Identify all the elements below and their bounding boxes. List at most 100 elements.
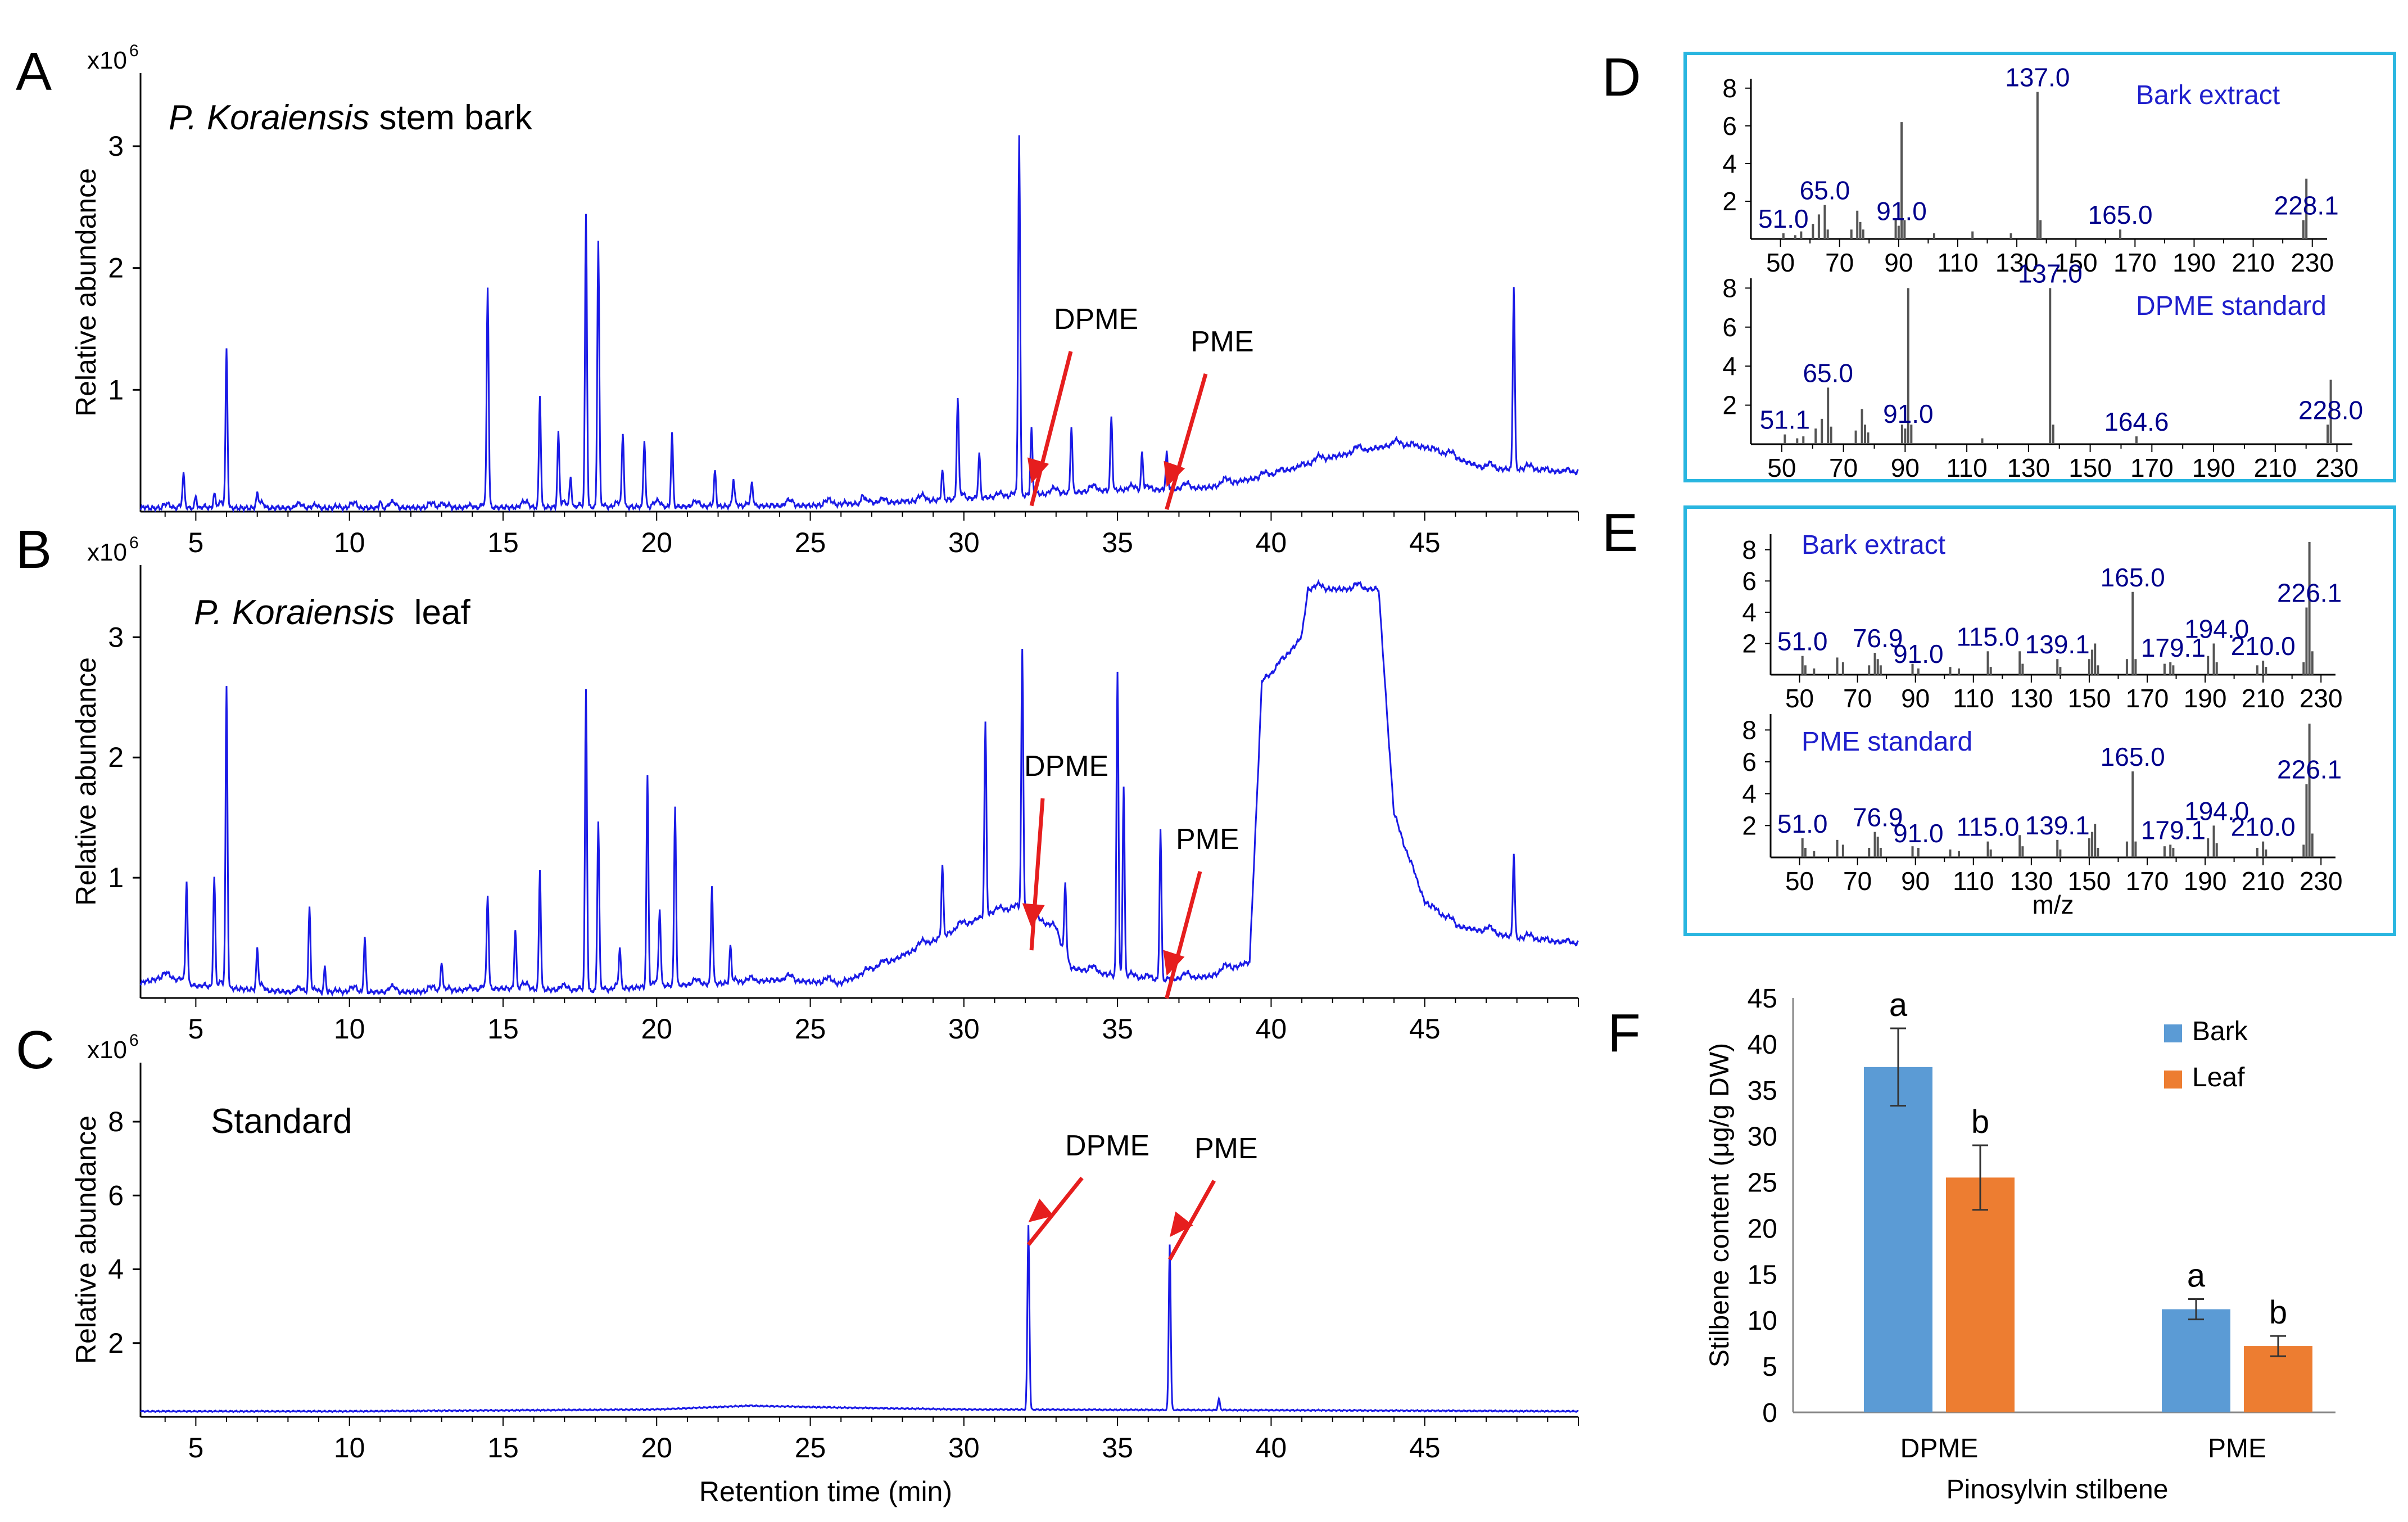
bar-y-tick-label: 30 xyxy=(1748,1122,1777,1152)
y-tick-label-a: 2 xyxy=(108,252,124,284)
ms-x-tick-label-e-1: 110 xyxy=(1953,684,1994,713)
y-axis-label-a: Relative abundance xyxy=(70,168,102,417)
ms-y-tick-label-e-1: 8 xyxy=(1742,535,1757,564)
x-tick-label-b: 40 xyxy=(1256,1013,1287,1045)
ms-x-axis-label-e: m/z xyxy=(2032,890,2074,919)
ms-x-tick-label-d-2: 130 xyxy=(2007,453,2050,482)
ms-x-tick-label-e-2: 110 xyxy=(1953,866,1994,896)
bar-y-tick-label: 20 xyxy=(1748,1214,1777,1244)
sample-label-b: P. Koraiensis leaf xyxy=(194,593,470,632)
legend-label-bark: Bark xyxy=(2192,1017,2248,1046)
x-tick-label-b: 5 xyxy=(188,1013,203,1045)
y-multiplier-exponent-b: 6 xyxy=(129,534,139,552)
x-tick-label-a: 40 xyxy=(1256,527,1287,558)
bar-y-tick-label: 45 xyxy=(1748,984,1777,1014)
ms-peak-label-d-1: 51.0 xyxy=(1758,204,1809,233)
ms-peak-label-d-2: 137.0 xyxy=(2018,259,2083,288)
ms-peak-label-e-1: 91.0 xyxy=(1893,639,1944,669)
spectrum-box-d xyxy=(1683,52,2396,482)
x-tick-label-c: 25 xyxy=(795,1432,826,1464)
arrow-head-c xyxy=(1028,1198,1054,1222)
bar-bark xyxy=(2162,1309,2230,1412)
ms-peak-label-e-1: 194.0 xyxy=(2184,614,2249,643)
y-tick-label-b: 2 xyxy=(108,742,124,773)
x-tick-label-b: 25 xyxy=(795,1013,826,1045)
ms-x-tick-label-e-1: 50 xyxy=(1785,684,1814,713)
x-tick-label-a: 10 xyxy=(334,527,365,558)
ms-x-tick-label-e-2: 70 xyxy=(1843,866,1872,896)
y-axis-label-b: Relative abundance xyxy=(70,657,102,906)
ms-x-tick-label-d-2: 110 xyxy=(1946,453,1987,482)
ms-y-tick-label-e-1: 2 xyxy=(1742,629,1757,658)
ms-x-tick-label-d-1: 170 xyxy=(2113,248,2157,277)
arrow-label-a: DPME xyxy=(1054,303,1138,336)
trace-line-b xyxy=(139,579,1579,997)
ms-peak-label-e-1: 76.9 xyxy=(1853,624,1903,653)
bar-leaf xyxy=(1946,1177,2015,1412)
y-tick-label-a: 1 xyxy=(108,374,124,405)
x-tick-label-b: 30 xyxy=(948,1013,980,1045)
x-tick-label-b: 45 xyxy=(1409,1013,1441,1045)
panel-label-c: C xyxy=(16,1020,55,1080)
ms-peak-label-e-1: 115.0 xyxy=(1957,622,2020,651)
x-tick-label-b: 20 xyxy=(641,1013,672,1045)
ms-title-d-1: Bark extract xyxy=(2136,80,2280,110)
x-tick-label-b: 15 xyxy=(487,1013,519,1045)
ms-x-tick-label-d-2: 150 xyxy=(2068,453,2112,482)
x-tick-label-c: 30 xyxy=(948,1432,980,1464)
ms-peak-label-e-2: 210.0 xyxy=(2231,812,2296,842)
ms-x-tick-label-d-2: 170 xyxy=(2130,453,2174,482)
ms-x-tick-label-e-1: 150 xyxy=(2068,684,2111,713)
ms-x-tick-label-e-2: 190 xyxy=(2184,866,2227,896)
ms-y-tick-label-d-1: 6 xyxy=(1722,111,1737,141)
ms-x-tick-label-d-2: 70 xyxy=(1829,453,1858,482)
x-tick-label-a: 45 xyxy=(1409,527,1441,558)
trace-line-c xyxy=(139,1225,1579,1413)
sample-name-a: stem bark xyxy=(369,98,532,137)
bar-chart-f: 0 5 10 15 20 25 30 35 40 45 Stilbene content (μg/g… xyxy=(1705,984,2335,1505)
ms-x-tick-label-d-1: 210 xyxy=(2232,248,2275,277)
sample-name-c: Standard xyxy=(211,1102,352,1141)
x-tick-label-c: 20 xyxy=(641,1432,672,1464)
ms-x-tick-label-d-1: 130 xyxy=(1995,248,2039,277)
ms-x-tick-label-e-2: 50 xyxy=(1785,866,1814,896)
ms-y-tick-label-d-1: 4 xyxy=(1722,149,1737,178)
ms-peak-label-e-1: 210.0 xyxy=(2231,631,2296,661)
x-axis-label-c: Retention time (min) xyxy=(699,1476,952,1507)
bar-y-tick-label: 5 xyxy=(1762,1352,1777,1382)
significance-letter: a xyxy=(1889,987,1908,1023)
arrow-line-b xyxy=(1029,798,1045,951)
panel-label-a: A xyxy=(16,42,52,102)
ms-peak-label-e-2: 91.0 xyxy=(1893,819,1944,848)
sample-label-c: Standard xyxy=(211,1102,352,1141)
bar-y-tick-label: 40 xyxy=(1748,1030,1777,1060)
x-tick-label-a: 25 xyxy=(795,527,826,558)
arrow-head-a xyxy=(1164,460,1185,487)
y-tick-label-b: 1 xyxy=(108,862,124,893)
y-tick-label-c: 6 xyxy=(108,1180,124,1211)
ms-peak-label-d-1: 165.0 xyxy=(2088,200,2152,229)
ms-peak-label-d-2: 65.0 xyxy=(1803,358,1853,387)
x-tick-label-c: 5 xyxy=(188,1432,203,1464)
panel-label-e: E xyxy=(1602,503,1638,563)
bar-category-label: DPME xyxy=(1900,1434,1979,1464)
arrow-head-b xyxy=(1022,903,1045,928)
x-tick-label-a: 35 xyxy=(1102,527,1133,558)
ms-peak-label-e-2: 194.0 xyxy=(2184,796,2249,825)
x-tick-label-c: 10 xyxy=(334,1432,365,1464)
x-tick-label-c: 40 xyxy=(1256,1432,1287,1464)
ms-x-tick-label-d-2: 90 xyxy=(1891,453,1920,482)
ms-peak-label-d-1: 65.0 xyxy=(1800,176,1850,205)
panel-label-f: F xyxy=(1608,1003,1641,1063)
ms-x-tick-label-e-1: 90 xyxy=(1901,684,1930,713)
arrow-line-c xyxy=(1026,1176,1084,1246)
ms-y-tick-label-d-1: 8 xyxy=(1722,74,1737,103)
ms-x-tick-label-d-2: 50 xyxy=(1767,453,1796,482)
x-tick-label-b: 35 xyxy=(1102,1013,1133,1045)
y-multiplier-exponent-a: 6 xyxy=(129,42,139,60)
ms-x-tick-label-d-1: 190 xyxy=(2172,248,2216,277)
ms-x-tick-label-d-1: 70 xyxy=(1825,248,1854,277)
ms-peak-label-e-1: 165.0 xyxy=(2101,563,2165,592)
